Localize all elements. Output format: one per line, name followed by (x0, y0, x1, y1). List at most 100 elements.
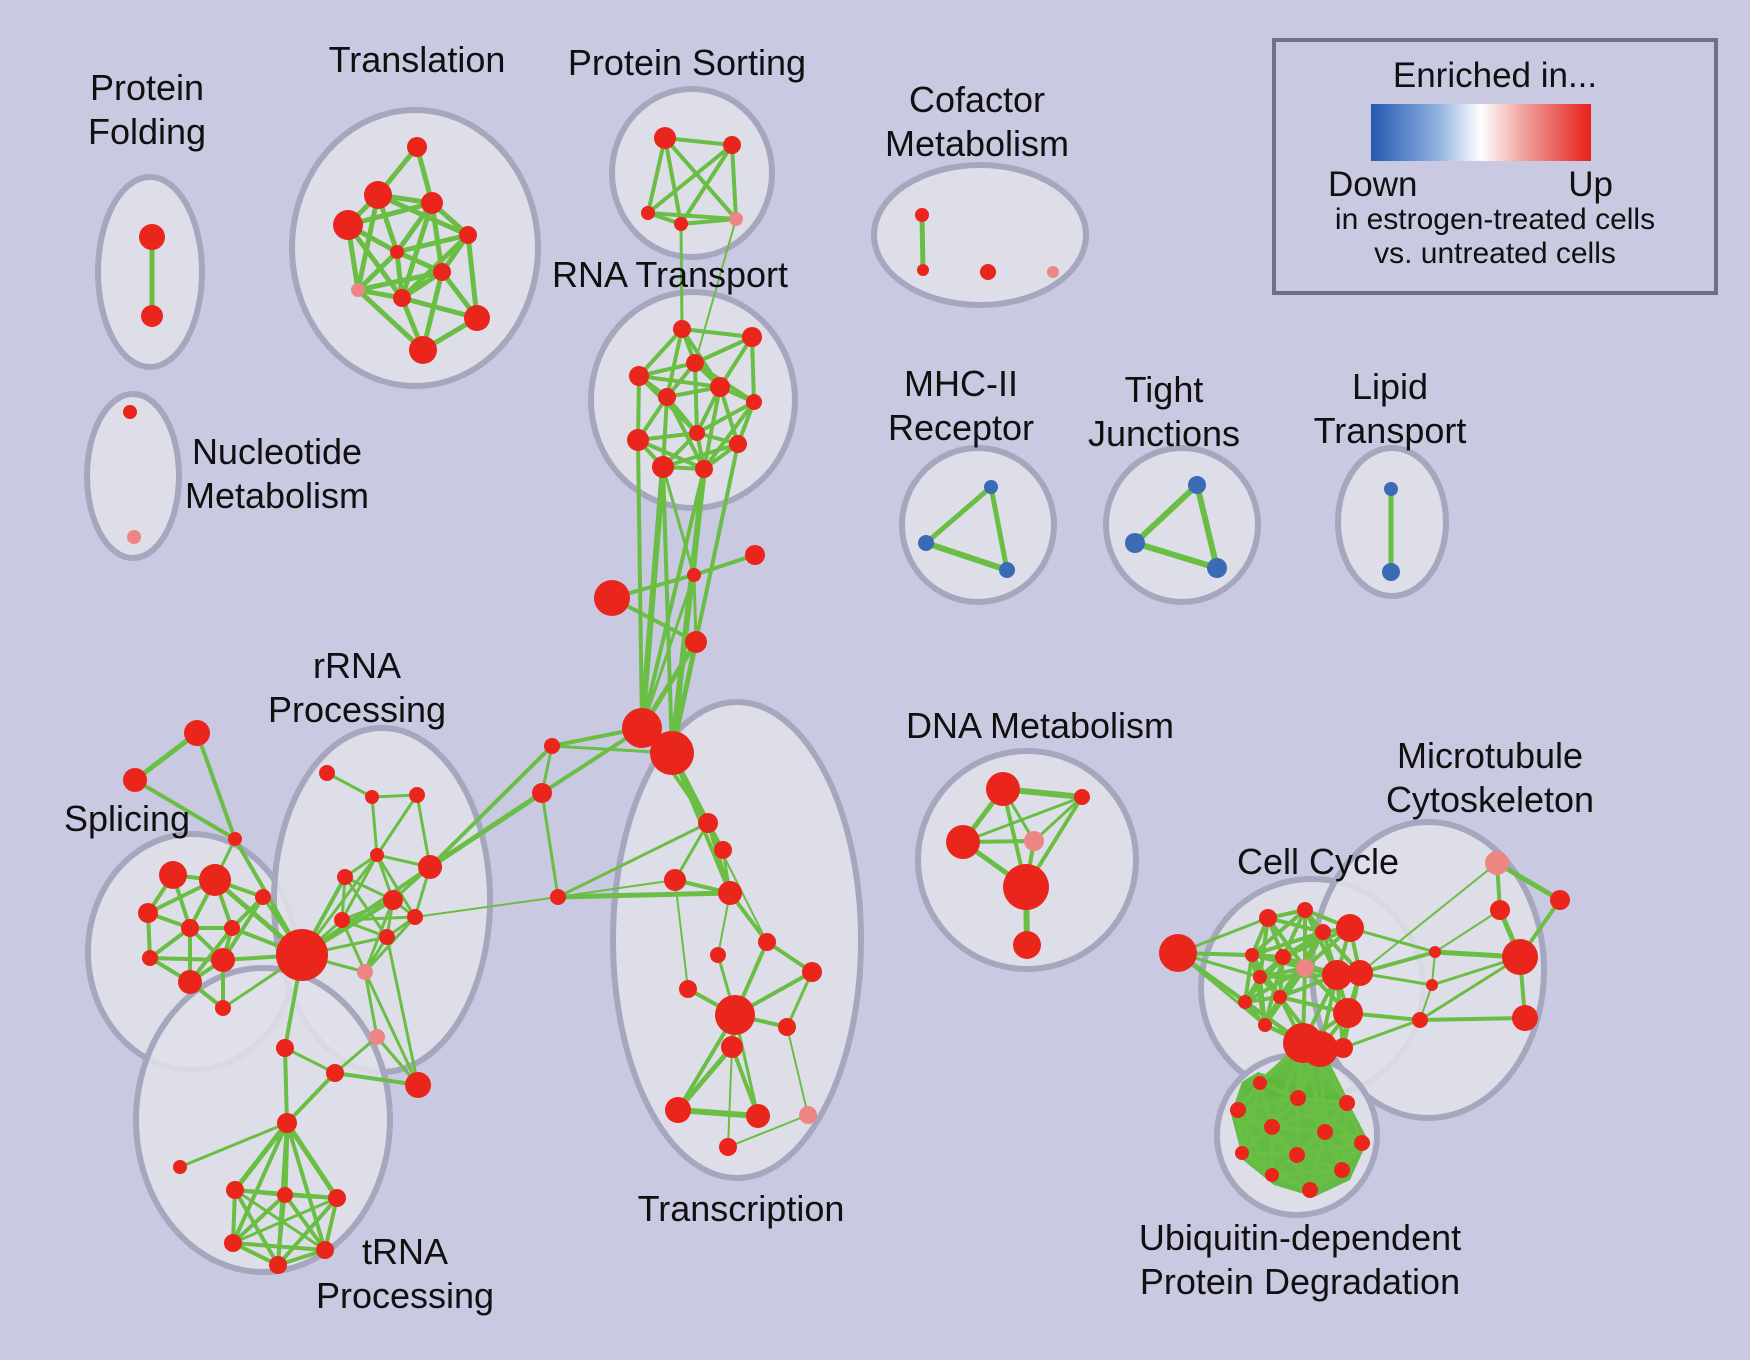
node-upregulated (139, 224, 165, 250)
node-upregulated (710, 947, 726, 963)
network-edge (693, 553, 756, 577)
legend-down-label: Down (1328, 165, 1418, 204)
cluster-label-lipid-transport: Lipid (1352, 366, 1428, 407)
network-edge (988, 486, 1010, 571)
node-upregulated (1354, 1135, 1370, 1151)
network-edge-protein-sorting-dense (730, 144, 738, 220)
network-edge-cell-cycle-dense (1244, 966, 1306, 1004)
node-upregulated (802, 962, 822, 982)
cluster-ellipse-nucleotide-metabolism (84, 391, 182, 561)
cluster-ellipse-mhc-ii-receptor (899, 445, 1057, 605)
node-upregulated (159, 861, 187, 889)
network-edge (692, 574, 698, 643)
network-edge (1132, 482, 1200, 546)
node-downregulated (984, 480, 998, 494)
node-upregulated (1074, 789, 1090, 805)
network-edge (276, 1194, 287, 1266)
node-upregulated (1230, 1102, 1246, 1118)
network-edge (284, 1121, 340, 1200)
node-upregulated (652, 456, 674, 478)
network-edge-rna-transport-dense (693, 362, 699, 434)
network-edge (385, 936, 420, 1086)
network-edge-rrna-dense (415, 794, 432, 868)
node-upregulated (1013, 931, 1041, 959)
node-upregulated (1159, 934, 1197, 972)
network-edge (285, 1071, 337, 1125)
node-upregulated (627, 429, 649, 451)
node-slightly-upregulated (351, 283, 365, 297)
node-upregulated (641, 206, 655, 220)
node-upregulated (622, 708, 662, 748)
network-edge-translation-dense (396, 232, 469, 255)
cluster-ellipse-rna-transport (588, 289, 798, 511)
node-upregulated (178, 970, 202, 994)
cluster-label-rrna-processing: rRNA (313, 645, 401, 686)
node-downregulated (1382, 563, 1400, 581)
node-upregulated (181, 919, 199, 937)
cluster-ellipse-cofactor-metabolism (871, 162, 1089, 308)
network-edge-rna-transport-dense (637, 327, 684, 378)
network-edge (276, 1196, 339, 1267)
network-edge (1349, 926, 1436, 954)
node-slightly-upregulated (729, 212, 743, 226)
cluster-label-ubiquitin-degradation: Ubiquitin-dependent (1139, 1217, 1461, 1258)
node-upregulated (1258, 1018, 1272, 1032)
network-edge (676, 1045, 734, 1112)
network-edge-rrna-dense (370, 796, 379, 856)
node-upregulated (1273, 990, 1287, 1004)
network-edge (785, 971, 814, 1028)
cluster-label-tight-junctions: Junctions (1088, 413, 1240, 454)
node-upregulated (199, 864, 231, 896)
node-upregulated (719, 1138, 737, 1156)
cluster-label-trna-processing: Processing (316, 1275, 494, 1316)
node-upregulated (1253, 1076, 1267, 1090)
legend-box: Enriched in... Down Up in estrogen-treat… (1272, 38, 1718, 295)
network-edge-cell-cycle-dense (1281, 909, 1307, 958)
network-edge-translation-dense (345, 223, 405, 300)
node-upregulated (390, 245, 404, 259)
node-upregulated (980, 264, 996, 280)
network-edge (334, 1071, 419, 1087)
cluster-label-cofactor-metabolism: Metabolism (885, 123, 1069, 164)
network-edge-rna-transport-dense (694, 335, 753, 365)
node-upregulated (418, 855, 442, 879)
node-upregulated (917, 264, 929, 276)
node-upregulated (946, 825, 980, 859)
node-upregulated (1235, 1146, 1249, 1160)
cluster-ellipse-trna-processing (133, 965, 393, 1275)
network-edge-protein-sorting-dense (663, 137, 683, 225)
network-edge (727, 1114, 809, 1148)
cluster-ellipse-transcription (610, 699, 864, 1181)
node-upregulated (1333, 998, 1363, 1028)
network-edge-rrna-dense (363, 971, 379, 1038)
network-edge (694, 218, 737, 364)
node-upregulated (1003, 864, 1049, 910)
network-edge (924, 485, 993, 545)
node-upregulated (407, 137, 427, 157)
node-upregulated (409, 787, 425, 803)
network-edge-splicing-dense (149, 956, 224, 962)
node-upregulated (383, 890, 403, 910)
network-edge-ubiquitin-dense (1271, 1168, 1343, 1177)
node-upregulated (629, 366, 649, 386)
node-upregulated (319, 765, 335, 781)
node-upregulated (679, 980, 697, 998)
node-upregulated (409, 336, 437, 364)
legend-color-gradient-bar (1371, 104, 1591, 161)
node-upregulated (365, 790, 379, 804)
node-upregulated (211, 948, 235, 972)
network-edge (334, 1035, 378, 1075)
network-edge (679, 223, 684, 330)
cluster-label-tight-junctions: Tight (1125, 369, 1204, 410)
network-edge (195, 732, 237, 840)
network-edge (677, 1107, 759, 1119)
node-upregulated (277, 1187, 293, 1203)
node-upregulated (664, 869, 686, 891)
node-upregulated (550, 889, 566, 905)
node-upregulated (746, 1104, 770, 1128)
network-edge-splicing-dense (221, 895, 265, 962)
network-edge (285, 1122, 327, 1251)
legend-caption-line1: in estrogen-treated cells (1334, 203, 1656, 236)
node-slightly-upregulated (1047, 266, 1059, 278)
